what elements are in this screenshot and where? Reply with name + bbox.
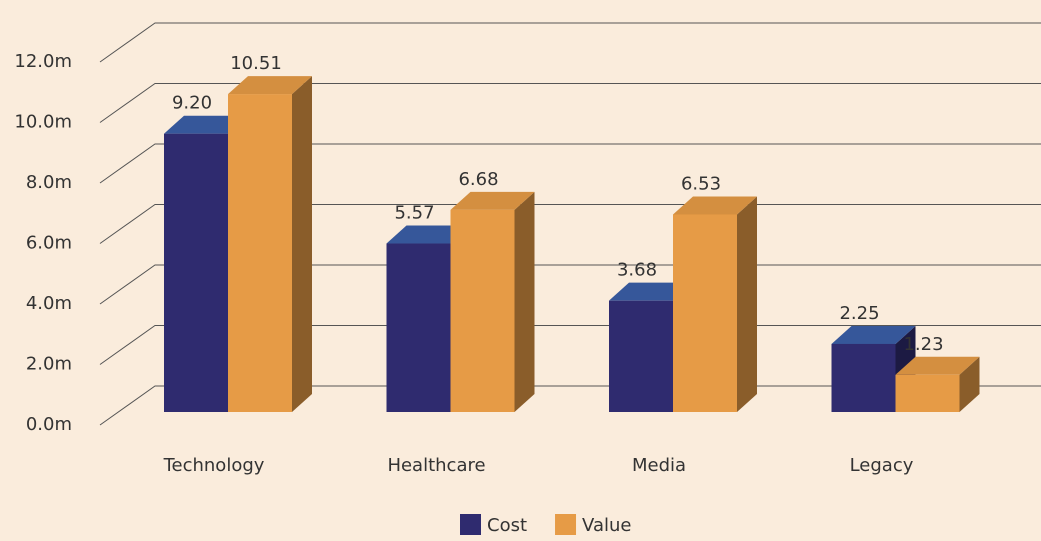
bar-top — [386, 225, 471, 244]
bar-top — [450, 191, 535, 210]
legend-swatch — [460, 514, 481, 535]
bar-top — [673, 196, 757, 215]
bar — [386, 243, 451, 412]
grid-line — [99, 143, 1041, 184]
bar — [164, 133, 228, 412]
legend-swatch — [555, 514, 577, 535]
y-tick-label: 4.0m — [26, 293, 72, 314]
data-label: 3.68 — [617, 260, 657, 281]
x-tick-label: Technology — [163, 455, 265, 476]
bar-side — [514, 191, 535, 412]
legend-label: Value — [582, 515, 631, 536]
y-tick-label: 8.0m — [26, 172, 72, 193]
data-label: 5.57 — [394, 203, 434, 224]
grid-line — [99, 22, 1041, 63]
data-label: 6.53 — [681, 173, 721, 194]
y-tick-label: 12.0m — [14, 51, 72, 72]
bar-side — [959, 356, 980, 412]
data-label: 6.68 — [458, 169, 498, 190]
x-tick-label: Healthcare — [387, 455, 485, 476]
bar-top — [164, 115, 248, 134]
y-tick-label: 10.0m — [14, 112, 72, 133]
grid-line — [99, 83, 1041, 123]
x-tick-label: Legacy — [850, 455, 914, 476]
y-tick-label: 0.0m — [26, 414, 72, 435]
data-label: 2.25 — [839, 303, 879, 324]
bar-top — [609, 282, 693, 301]
bar-top — [228, 76, 312, 95]
bar-top — [895, 356, 980, 375]
y-tick-label: 2.0m — [26, 354, 72, 375]
bar — [450, 209, 515, 412]
bar-side — [292, 76, 312, 412]
data-label: 10.51 — [230, 53, 282, 74]
bar — [831, 343, 896, 412]
data-label: 9.20 — [172, 93, 212, 114]
bar-top — [831, 325, 916, 344]
data-label: 1.23 — [903, 334, 943, 355]
x-tick-label: Media — [632, 455, 686, 476]
y-tick-label: 6.0m — [26, 233, 72, 254]
bar — [228, 94, 292, 412]
bar-side — [737, 196, 757, 412]
bar — [673, 214, 737, 412]
bar — [895, 374, 960, 412]
legend-label: Cost — [487, 515, 527, 536]
bar — [609, 300, 673, 412]
